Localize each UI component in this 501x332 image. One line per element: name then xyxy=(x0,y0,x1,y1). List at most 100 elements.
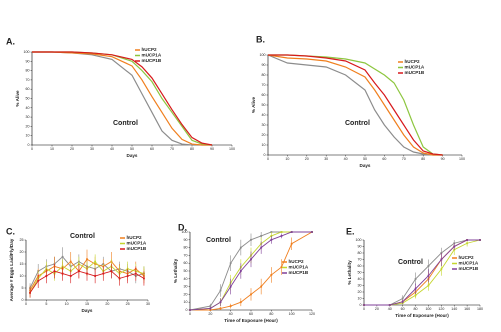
marker xyxy=(69,275,72,277)
x-tick-label: 10 xyxy=(285,157,289,161)
y-tick-label: 60 xyxy=(262,93,266,97)
marker xyxy=(414,278,417,280)
marker xyxy=(229,305,232,307)
marker xyxy=(290,231,293,233)
x-axis-label: Days xyxy=(82,308,93,313)
marker xyxy=(479,239,481,241)
y-tick-label: 10 xyxy=(184,300,188,304)
marker xyxy=(53,270,56,273)
marker xyxy=(280,235,283,237)
x-tick-label: 60 xyxy=(382,157,386,161)
x-tick-label: 100 xyxy=(425,307,431,311)
x-tick-label: 40 xyxy=(110,147,114,151)
x-tick-label: 120 xyxy=(309,312,315,316)
legend-label: mUCP1B xyxy=(127,246,147,251)
y-tick-label: 60 xyxy=(26,87,30,91)
x-tick-label: 20 xyxy=(375,307,379,311)
y-tick-label: 90 xyxy=(184,238,188,242)
marker xyxy=(270,274,273,276)
legend-label: mUCP1B xyxy=(459,266,479,271)
x-tick-label: 60 xyxy=(150,147,154,151)
marker xyxy=(239,301,242,304)
y-axis-label: Average # Eggs Laid/Fly/Day xyxy=(9,238,14,301)
y-tick-label: 50 xyxy=(358,270,362,274)
marker xyxy=(61,255,64,258)
legend-label: hUCP2 xyxy=(142,47,158,52)
y-tick-label: 70 xyxy=(358,257,362,261)
y-tick-label: 80 xyxy=(262,73,266,77)
x-tick-label: 100 xyxy=(229,147,235,151)
y-tick-label: 10 xyxy=(26,134,30,138)
x-tick-label: 140 xyxy=(451,307,457,311)
series-line xyxy=(32,51,213,146)
marker xyxy=(270,238,273,241)
annotation: Control xyxy=(398,259,423,266)
y-tick-label: 15 xyxy=(20,262,24,266)
x-tick-label: 30 xyxy=(90,147,94,151)
panel-label: D. xyxy=(178,222,187,232)
y-tick-label: 30 xyxy=(26,115,30,119)
legend-label: mUCP1B xyxy=(289,270,309,275)
x-tick-label: 70 xyxy=(170,147,174,151)
marker xyxy=(209,307,212,310)
x-tick-label: 20 xyxy=(305,157,309,161)
marker xyxy=(29,291,31,294)
x-axis-label: Time of Exposure (Hour) xyxy=(395,313,449,318)
marker xyxy=(229,285,232,288)
marker xyxy=(94,260,97,263)
legend-label: mUCP1B xyxy=(405,70,425,75)
y-tick-label: 20 xyxy=(358,290,362,294)
y-tick-label: 100 xyxy=(356,238,362,242)
x-tick-label: 50 xyxy=(363,157,367,161)
marker xyxy=(229,262,232,265)
panel-label: B. xyxy=(256,34,265,44)
legend-label: hUCP2 xyxy=(405,59,421,64)
x-tick-label: 5 xyxy=(45,302,47,306)
y-axis-label: % Lethality xyxy=(173,258,178,283)
legend-label: hUCP2 xyxy=(127,235,143,240)
marker xyxy=(86,272,88,275)
marker xyxy=(219,301,222,304)
marker xyxy=(143,277,145,280)
y-tick-label: 0 xyxy=(28,143,30,147)
marker xyxy=(250,293,252,296)
y-tick-label: 0 xyxy=(264,153,266,157)
legend-label: hUCP2 xyxy=(289,259,305,264)
legend-label: mUCP1A xyxy=(142,53,162,58)
x-tick-label: 60 xyxy=(401,307,405,311)
legend-label: mUCP1A xyxy=(459,261,479,266)
series-line xyxy=(364,239,480,306)
y-tick-label: 20 xyxy=(262,133,266,137)
marker xyxy=(69,260,72,263)
panel-label: E. xyxy=(346,226,355,236)
y-tick-label: 100 xyxy=(182,230,188,234)
legend-label: hUCP2 xyxy=(459,255,475,260)
y-axis-label: % Alive xyxy=(15,90,20,107)
y-tick-label: 40 xyxy=(184,277,188,281)
x-tick-label: 30 xyxy=(324,157,328,161)
marker xyxy=(250,238,252,241)
y-tick-label: 10 xyxy=(262,143,266,147)
marker xyxy=(453,245,456,248)
x-tick-label: 40 xyxy=(388,307,392,311)
y-tick-label: 100 xyxy=(24,50,30,54)
marker xyxy=(466,239,469,241)
x-tick-label: 80 xyxy=(190,147,194,151)
y-axis-label: % Alive xyxy=(251,96,256,113)
x-tick-label: 60 xyxy=(249,312,253,316)
x-tick-label: 160 xyxy=(464,307,470,311)
x-tick-label: 20 xyxy=(105,302,109,306)
y-tick-label: 70 xyxy=(26,78,30,82)
y-tick-label: 5 xyxy=(22,286,24,290)
panel-label: C. xyxy=(6,226,15,236)
marker xyxy=(363,304,365,306)
marker xyxy=(118,277,121,280)
marker xyxy=(126,275,129,277)
y-tick-label: 50 xyxy=(262,103,266,107)
marker xyxy=(250,258,252,261)
legend-label: mUCP1B xyxy=(142,58,162,63)
annotation: Control xyxy=(113,120,138,127)
annotation: Control xyxy=(70,233,95,240)
series-line xyxy=(267,54,443,156)
y-tick-label: 30 xyxy=(262,123,266,127)
